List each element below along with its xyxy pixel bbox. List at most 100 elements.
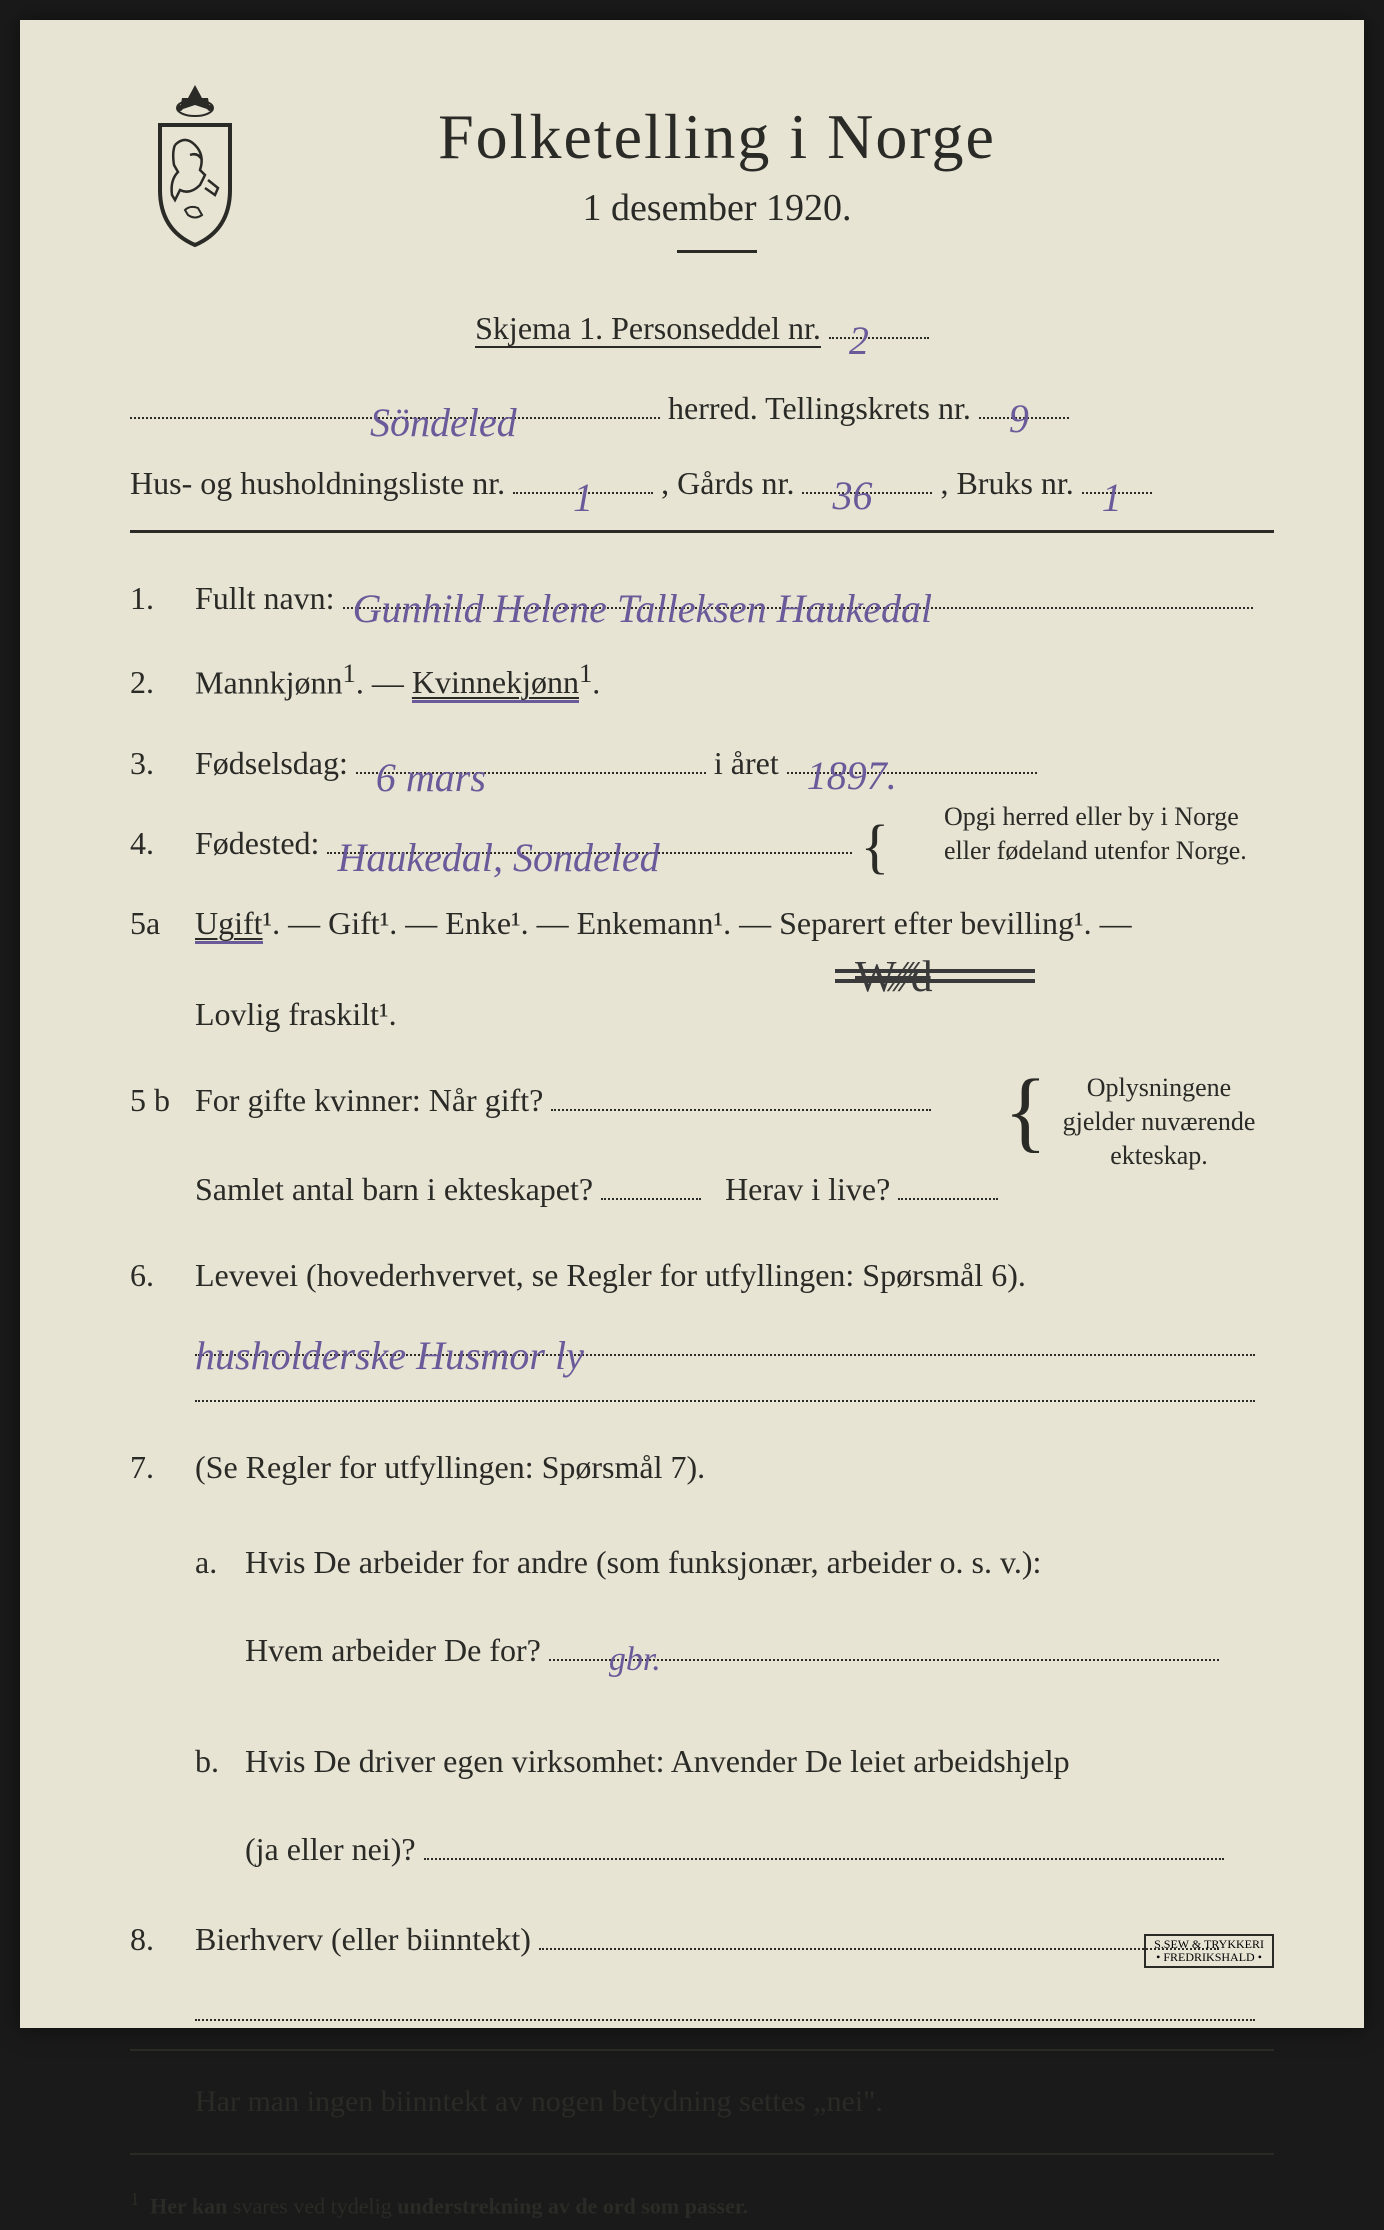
title-block: Folketelling i Norge 1 desember 1920. — [290, 100, 1274, 283]
schema-row: Skjema 1. Personseddel nr. 2 — [130, 293, 1274, 363]
title-divider — [677, 250, 757, 253]
printer-line2: • FREDRIKSHALD • — [1154, 1951, 1264, 1964]
q3-day-field: 6 mars — [356, 772, 706, 774]
q7-row: 7. (Se Regler for utfyllingen: Spørsmål … — [130, 1432, 1274, 1884]
footnote-bold: understrekning av de ord som passer. — [397, 2193, 748, 2218]
q5a-line2: Lovlig fraskilt¹. — [195, 996, 397, 1032]
q5b-sidenote-3: ekteskap. — [1034, 1139, 1284, 1173]
liste-row: Hus- og husholdningsliste nr. 1 , Gårds … — [130, 448, 1274, 518]
q8-row: 8. Bierhverv (eller biinntekt) — [130, 1904, 1274, 2020]
herred-row: Söndeled herred. Tellingskrets nr. 9 — [130, 373, 1274, 443]
footer-rule-1 — [130, 2049, 1274, 2051]
liste-prefix: Hus- og husholdningsliste nr. — [130, 465, 505, 501]
strike-line-1 — [835, 969, 1035, 973]
footer-rule-2 — [130, 2153, 1274, 2155]
q2-suffix: . — [592, 664, 600, 700]
q7a-line1: Hvis De arbeider for andre (som funksjon… — [245, 1527, 1274, 1597]
q7-label: (Se Regler for utfyllingen: Spørsmål 7). — [195, 1449, 705, 1485]
tellingskrets-field: 9 — [979, 417, 1069, 419]
gards-value: 36 — [832, 452, 872, 540]
q7b-line2: (ja eller nei)? — [245, 1831, 416, 1867]
q6-num: 6. — [130, 1240, 195, 1310]
q4-label: Fødested: — [195, 825, 319, 861]
q4-field: Haukedal, Sondeled — [327, 852, 852, 854]
q2-num: 2. — [130, 647, 195, 717]
q7a-field: gbr. — [549, 1659, 1219, 1661]
q5b-live-field — [898, 1198, 998, 1200]
personseddel-value: 2 — [849, 297, 869, 385]
q8-num: 8. — [130, 1904, 195, 1974]
q1-num: 1. — [130, 563, 195, 633]
footnote: 1 Her kan svares ved tydelig understrekn… — [130, 2179, 1274, 2230]
q2-sup-b: 1 — [579, 658, 592, 688]
q1-row: 1. Fullt navn: Gunhild Helene Talleksen … — [130, 563, 1274, 633]
q7b-num: b. — [195, 1726, 245, 1885]
strike-line-2 — [835, 979, 1035, 983]
q7a-value: gbr. — [609, 1623, 661, 1698]
header: Folketelling i Norge 1 desember 1920. — [130, 100, 1274, 283]
q1-label: Fullt navn: — [195, 580, 335, 616]
personseddel-field: 2 — [829, 337, 929, 339]
q2-dash: . — — [356, 664, 412, 700]
q5b-barn-field — [601, 1198, 701, 1200]
footnote-sup: 1 — [130, 2189, 139, 2209]
liste-value: 1 — [573, 454, 593, 542]
q6-row: 6. Levevei (hovederhvervet, se Regler fo… — [130, 1240, 1274, 1402]
printer-stamp: S.SEW & TRYKKERI • FREDRIKSHALD • — [1144, 1934, 1274, 1968]
bruks-field: 1 — [1082, 492, 1152, 494]
q3-year-label: i året — [714, 745, 779, 781]
q4-sidenote-1: Opgi herred eller by i Norge — [944, 800, 1284, 834]
q7a-num: a. — [195, 1527, 245, 1686]
q3-row: 3. Fødselsdag: 6 mars i året 1897. — [130, 728, 1274, 798]
q8-label: Bierhverv (eller biinntekt) — [195, 1921, 531, 1957]
footnote-mid: svares ved tydelig — [233, 2193, 397, 2218]
footnote-prefix: Her kan — [150, 2193, 227, 2218]
q2-row: 2. Mannkjønn1. — Kvinnekjønn1. — [130, 644, 1274, 718]
bruks-label: , Bruks nr. — [940, 465, 1073, 501]
subtitle: 1 desember 1920. — [290, 186, 1144, 230]
q5a-ugift-selected: Ugift — [195, 905, 263, 944]
q6-field-line1: husholderske Husmor ly — [195, 1354, 1255, 1356]
q7b-line1: Hvis De driver egen virksomhet: Anvender… — [245, 1726, 1274, 1796]
q3-num: 3. — [130, 728, 195, 798]
q5b-gift-field — [551, 1109, 931, 1111]
q3-year-value: 1897. — [807, 732, 897, 820]
q5a-num: 5a — [130, 888, 195, 958]
q7-num: 7. — [130, 1432, 195, 1502]
liste-field: 1 — [513, 492, 653, 494]
q2-opt-b-selected: Kvinnekjønn — [412, 664, 579, 703]
q3-year-field: 1897. — [787, 772, 1037, 774]
main-title: Folketelling i Norge — [290, 100, 1144, 174]
herred-field: Söndeled — [130, 417, 660, 419]
q4-sidenote: Opgi herred eller by i Norge eller fødel… — [944, 800, 1284, 868]
q6-value: husholderske Husmor ly — [195, 1312, 584, 1400]
gards-field: 36 — [802, 492, 932, 494]
q4-brace-icon: { — [860, 814, 889, 880]
form-body: Skjema 1. Personseddel nr. 2 Söndeled he… — [130, 293, 1274, 2230]
q4-sidenote-2: eller fødeland utenfor Norge. — [944, 834, 1284, 868]
q5b-line2b: Herav i live? — [725, 1171, 890, 1207]
q5b-sidenote-2: gjelder nuværende — [1034, 1105, 1284, 1139]
gards-label: , Gårds nr. — [661, 465, 794, 501]
q8-field-2 — [195, 2019, 1255, 2021]
q6-field-line2 — [195, 1400, 1255, 1402]
q4-row: 4. Fødested: Haukedal, Sondeled { Opgi h… — [130, 808, 1274, 878]
q2-opt-a: Mannkjønn — [195, 664, 343, 700]
q2-sup-a: 1 — [343, 658, 356, 688]
q5b-line2a: Samlet antal barn i ekteskapet? — [195, 1171, 593, 1207]
herred-label: herred. Tellingskrets nr. — [668, 390, 971, 426]
q5b-brace-icon: { — [1004, 1071, 1047, 1152]
census-form-page: Folketelling i Norge 1 desember 1920. Sk… — [20, 20, 1364, 2028]
q5a-opts-rest: ¹. — Gift¹. — Enke¹. — Enkemann¹. — Sepa… — [263, 905, 1132, 941]
q5b-row: 5 b For gifte kvinner: Når gift? Samlet … — [130, 1065, 1274, 1224]
q5a-row: 5a Ugift¹. — Gift¹. — Enke¹. — Enkemann¹… — [130, 888, 1274, 1049]
q7b-field — [424, 1858, 1224, 1860]
q7a-line2: Hvem arbeider De for? — [245, 1632, 541, 1668]
q1-value: Gunhild Helene Talleksen Haukedal — [353, 565, 1253, 653]
q5b-sidenote: { Oplysningene gjelder nuværende ekteska… — [1034, 1071, 1284, 1172]
q5b-num: 5 b — [130, 1065, 195, 1135]
footer-note: Har man ingen biinntekt av nogen betydni… — [130, 2069, 1274, 2135]
q5b-line1: For gifte kvinner: Når gift? — [195, 1082, 543, 1118]
printer-line1: S.SEW & TRYKKERI — [1154, 1938, 1264, 1951]
q6-label: Levevei (hovederhvervet, se Regler for u… — [195, 1257, 1026, 1293]
